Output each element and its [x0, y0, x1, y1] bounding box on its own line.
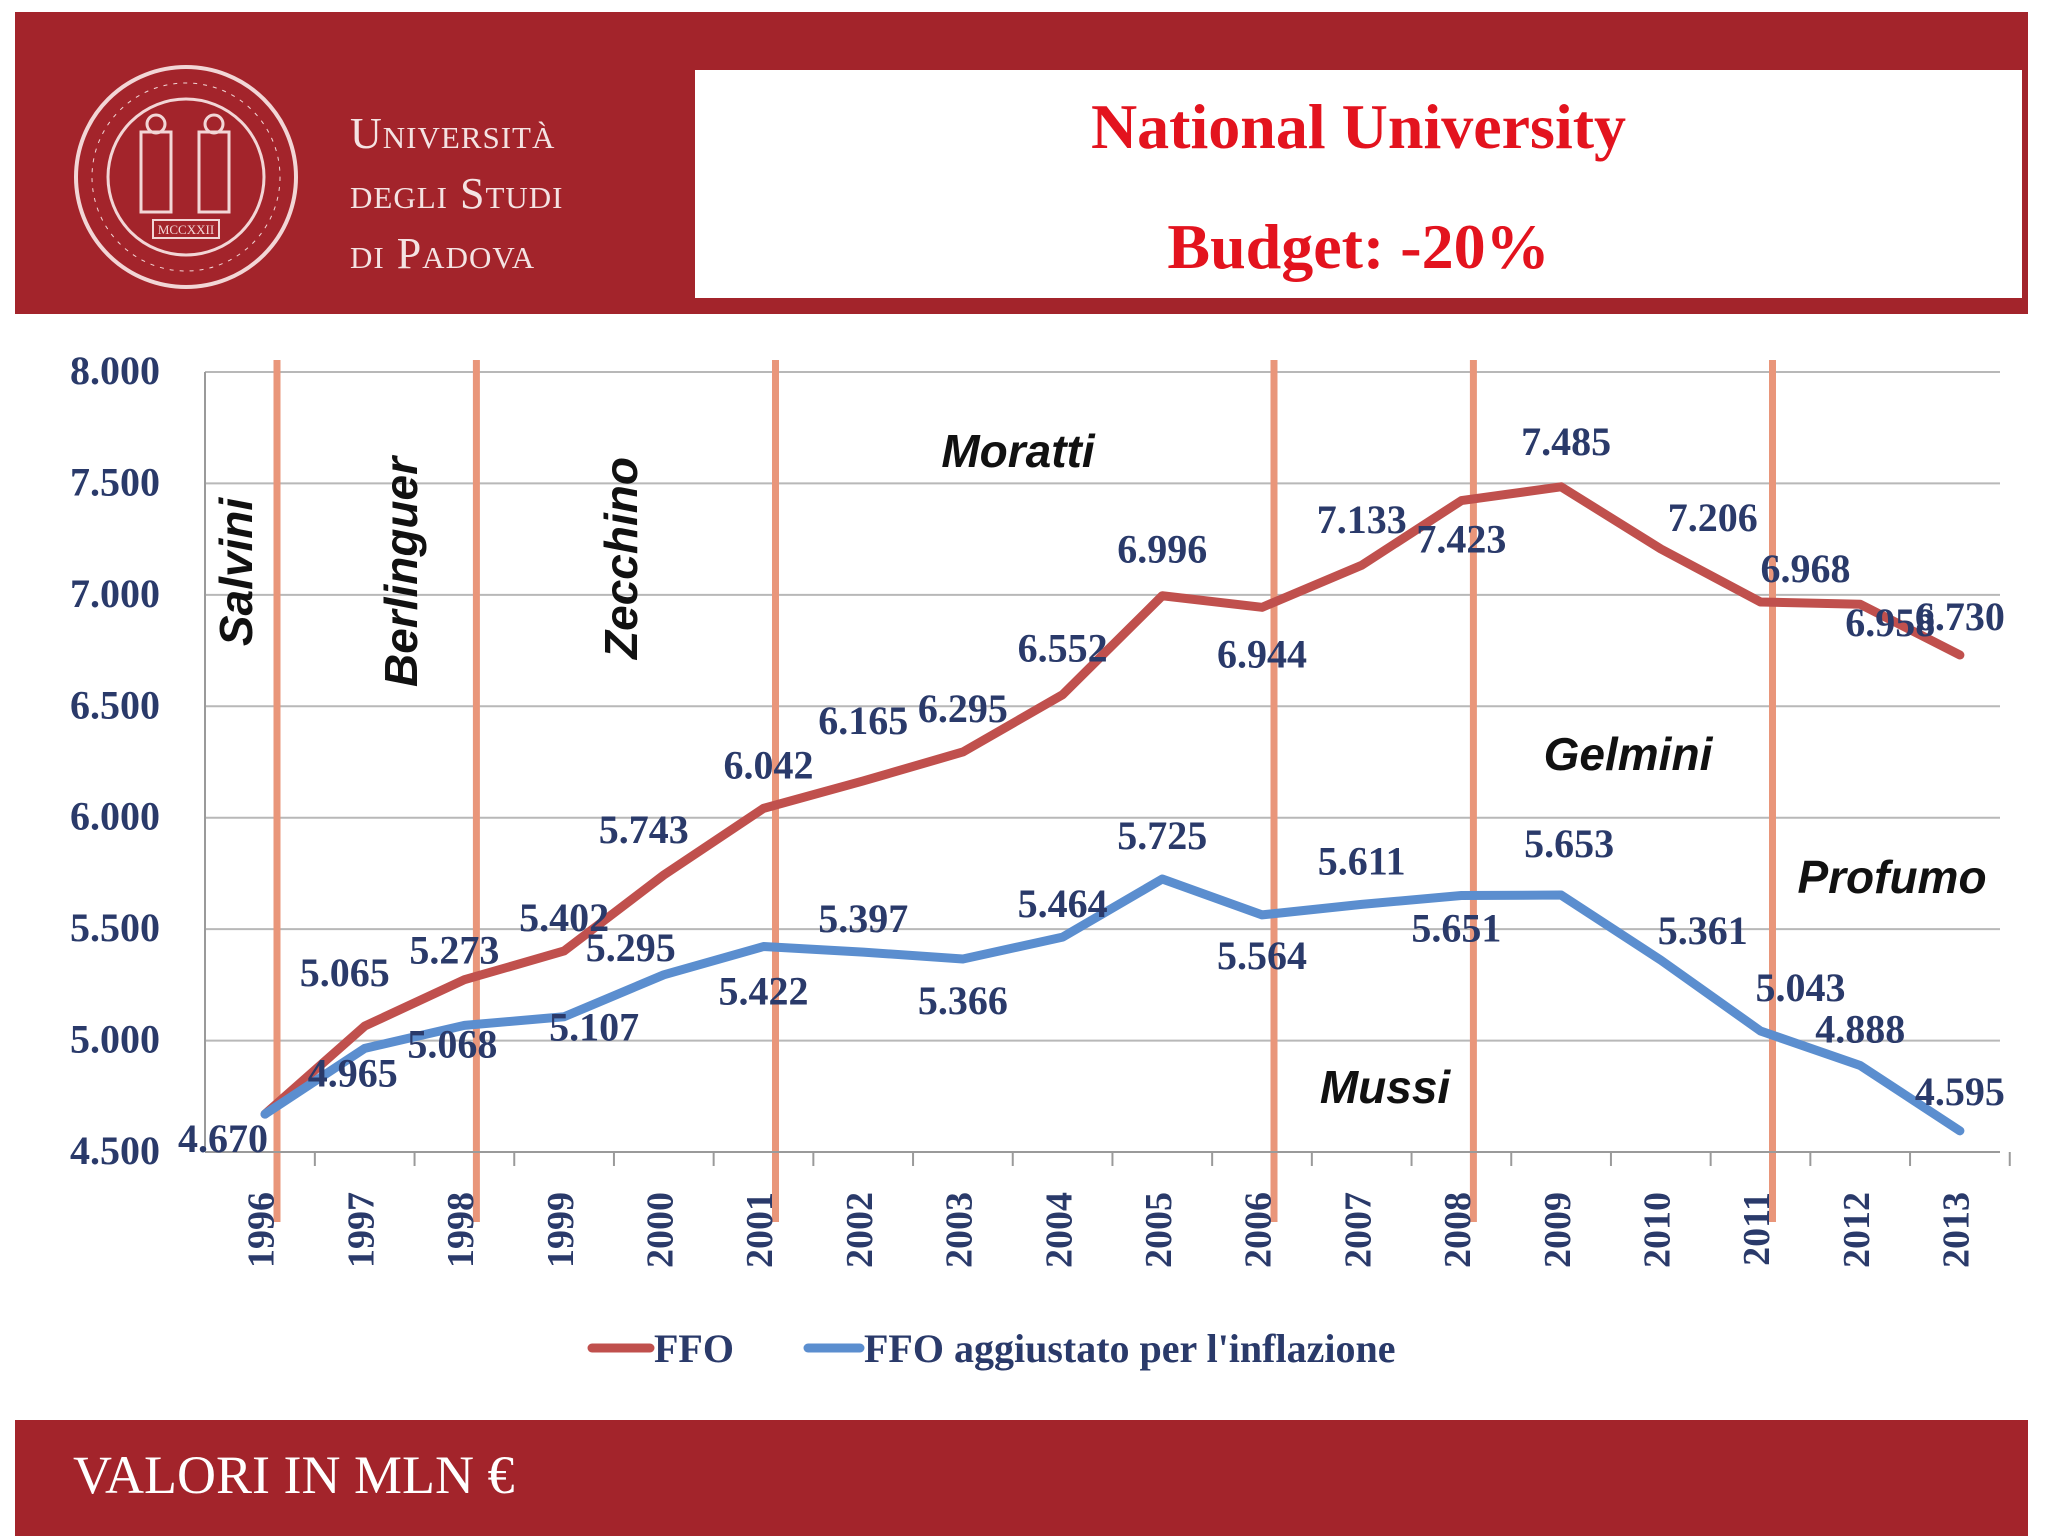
x-tick-label: 2005 [1138, 1192, 1180, 1268]
data-label-ffo: 7.133 [1317, 497, 1407, 542]
x-tick-label: 2009 [1537, 1192, 1579, 1268]
data-label-ffo-inflation: 5.422 [719, 969, 809, 1014]
x-tick-label: 1999 [540, 1192, 582, 1268]
x-tick-label: 1997 [340, 1192, 382, 1268]
university-name-line: Università [350, 109, 556, 158]
data-label-ffo: 5.402 [519, 895, 609, 940]
y-tick-label: 6.500 [70, 682, 160, 727]
x-tick-label: 2002 [839, 1192, 881, 1268]
data-label-ffo: 7.485 [1521, 419, 1611, 464]
minister-label: Profumo [1797, 851, 1986, 903]
y-tick-label: 5.000 [70, 1017, 160, 1062]
y-tick-label: 6.000 [70, 794, 160, 839]
data-label-ffo-inflation: 5.611 [1318, 838, 1406, 883]
data-label-ffo: 6.944 [1217, 631, 1307, 676]
x-tick-label: 2012 [1836, 1192, 1878, 1268]
minister-label: Moratti [941, 425, 1096, 477]
minister-label: Mussi [1320, 1061, 1452, 1113]
data-label-ffo: 6.295 [918, 686, 1008, 731]
data-label-ffo: 5.743 [599, 807, 689, 852]
x-tick-label: 2003 [939, 1192, 981, 1268]
data-label-ffo-inflation: 5.068 [407, 1021, 497, 1066]
y-tick-label: 8.000 [70, 348, 160, 393]
x-tick-label: 1996 [241, 1192, 283, 1268]
footer-band: VALORI IN MLN € [15, 1420, 2028, 1536]
minister-label: Zecchino [595, 457, 647, 661]
data-label-ffo: 4.670 [178, 1116, 268, 1161]
data-label-ffo: 6.165 [818, 698, 908, 743]
data-label-ffo: 7.423 [1416, 517, 1506, 562]
data-label-ffo: 6.958 [1845, 600, 1935, 645]
data-label-ffo-inflation: 5.464 [1018, 881, 1108, 926]
data-label-ffo-inflation: 5.725 [1117, 813, 1207, 858]
data-label-ffo-inflation: 5.295 [586, 925, 676, 970]
university-seal-icon: MCCXXII [74, 65, 298, 289]
data-label-ffo: 6.996 [1117, 527, 1207, 572]
university-name: Università degli Studi di Padova [350, 104, 563, 284]
footer-text: VALORI IN MLN € [73, 1445, 515, 1505]
data-label-ffo-inflation: 4.888 [1815, 1007, 1905, 1052]
data-label-ffo: 6.042 [724, 742, 814, 787]
x-tick-label: 2011 [1736, 1192, 1778, 1266]
y-tick-label: 4.500 [70, 1128, 160, 1173]
title-box: National University Budget: -20% [695, 70, 2022, 298]
data-label-ffo: 5.065 [300, 950, 390, 995]
data-label-ffo-inflation: 5.361 [1658, 908, 1748, 953]
legend-label-ffo-inflation: FFO aggiustato per l'inflazione [864, 1326, 1395, 1371]
x-tick-label: 2007 [1337, 1192, 1379, 1268]
series-line-ffo [260, 482, 1965, 1119]
data-label-ffo-inflation: 4.965 [308, 1050, 398, 1095]
x-tick-label: 2006 [1238, 1192, 1280, 1268]
x-tick-label: 2013 [1936, 1192, 1978, 1268]
data-label-ffo: 6.968 [1761, 546, 1851, 591]
x-tick-label: 2000 [640, 1192, 682, 1268]
budget-line-chart: 4.500 5.000 5.500 6.000 6.500 7.000 7.500 8.000… [70, 348, 2011, 1371]
x-tick-label: 2010 [1637, 1192, 1679, 1268]
data-label-ffo-inflation: 5.397 [818, 896, 908, 941]
data-label-ffo: 6.552 [1018, 626, 1108, 671]
legend-label-ffo: FFO [654, 1326, 734, 1371]
data-label-ffo: 7.206 [1668, 495, 1758, 540]
university-name-line: degli Studi [350, 169, 564, 218]
data-label-ffo: 5.273 [409, 928, 499, 973]
header-band: MCCXXII Università degli Studi di Padova… [15, 12, 2028, 314]
minister-label: Salvini [210, 497, 262, 647]
data-label-ffo-inflation: 5.653 [1524, 821, 1614, 866]
y-tick-label: 7.500 [70, 459, 160, 504]
x-tick-label: 2004 [1038, 1192, 1080, 1268]
data-label-ffo-inflation: 5.043 [1756, 965, 1846, 1010]
data-label-ffo: 6.730 [1915, 594, 2005, 639]
x-tick-label: 2008 [1437, 1192, 1479, 1268]
x-tick-label: 1998 [440, 1192, 482, 1268]
title-line-1: National University [1090, 91, 1627, 162]
x-tick-label: 2001 [739, 1192, 781, 1268]
university-name-line: di Padova [350, 229, 536, 278]
y-tick-label: 7.000 [70, 571, 160, 616]
data-label-ffo-inflation: 5.651 [1411, 905, 1501, 950]
minister-label: Gelmini [1544, 728, 1714, 780]
minister-label: Berlinguer [375, 455, 427, 687]
data-label-ffo-inflation: 5.366 [918, 978, 1008, 1023]
data-label-ffo-inflation: 5.107 [549, 1005, 639, 1050]
title-line-2: Budget: -20% [1167, 211, 1550, 282]
y-tick-label: 5.500 [70, 905, 160, 950]
seal-text: MCCXXII [158, 222, 214, 237]
series-line-ffo-inflation [260, 874, 1965, 1136]
data-label-ffo-inflation: 4.595 [1915, 1069, 2005, 1114]
data-label-ffo-inflation: 5.564 [1217, 933, 1307, 978]
